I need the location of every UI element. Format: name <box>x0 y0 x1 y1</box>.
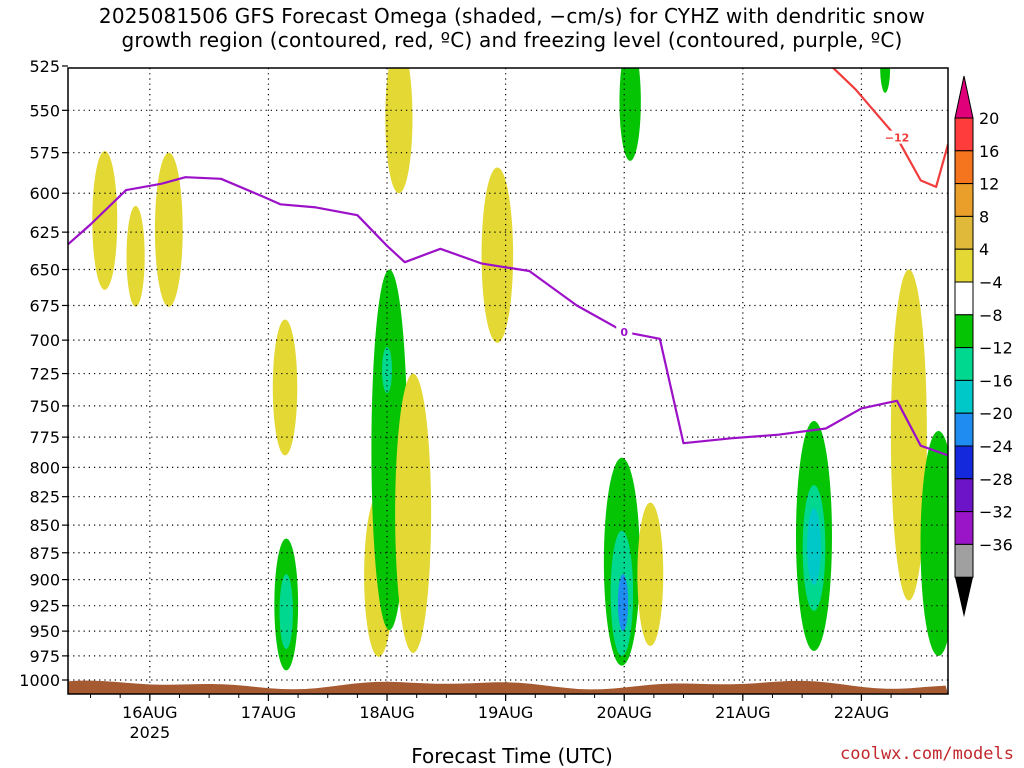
y-tick-label-800: 800 <box>29 458 60 477</box>
y-tick-label-625: 625 <box>29 223 60 242</box>
omega-region-19 <box>807 508 821 585</box>
chart-subtitle: growth region (contoured, red, ºC) and f… <box>121 28 903 52</box>
y-tick-label-875: 875 <box>29 544 60 563</box>
colorbar-label-8: −16 <box>979 371 1013 390</box>
colorbar-swatch-2 <box>954 183 974 217</box>
x-tick-label-21AUG: 21AUG <box>715 703 770 722</box>
colorbar-swatch-9 <box>954 412 974 447</box>
contour-label-bg-0 <box>616 324 633 338</box>
y-tick-label-675: 675 <box>29 296 60 315</box>
plot-border <box>67 67 949 695</box>
colorbar-label-1: 16 <box>979 142 999 161</box>
y-tick-label-525: 525 <box>29 57 60 76</box>
omega-region-2 <box>126 205 145 307</box>
colorbar-swatch-8 <box>954 379 974 414</box>
colorbar-label-13: −36 <box>979 535 1013 554</box>
colorbar-label-4: 4 <box>979 240 989 259</box>
colorbar-label-6: −8 <box>979 306 1003 325</box>
colorbar-swatch-13 <box>954 543 974 578</box>
colorbar-label-5: −4 <box>979 273 1003 292</box>
omega-region-10 <box>481 167 514 343</box>
omega-region-15 <box>637 502 664 647</box>
gridlines <box>68 68 948 694</box>
y-tick-label-1000: 1000 <box>19 671 60 690</box>
terrain-fill <box>68 680 948 694</box>
omega-region-20 <box>890 269 927 601</box>
colorbar-swatch-5 <box>954 281 974 316</box>
colorbar-swatch-10 <box>954 445 974 480</box>
colorbar-swatch-1 <box>954 150 974 185</box>
x-tick-sublabel-16AUG: 2025 <box>129 723 170 742</box>
x-axis-label: Forecast Time (UTC) <box>411 744 613 768</box>
colorbar-label-2: 12 <box>979 175 999 194</box>
y-tick-label-725: 725 <box>29 365 60 384</box>
colorbar-bottom-arrow <box>955 577 973 618</box>
y-tick-label-550: 550 <box>29 101 60 120</box>
x-tick-label-22AUG: 22AUG <box>834 703 889 722</box>
omega-region-22 <box>880 68 891 93</box>
colorbar-swatch-0 <box>954 117 974 152</box>
contour-label-1: −12 <box>885 132 910 145</box>
omega-shading <box>92 68 948 671</box>
colorbar-swatch-11 <box>954 478 974 513</box>
x-tick-label-19AUG: 19AUG <box>478 703 533 722</box>
omega-region-5 <box>279 574 293 650</box>
contour-label-0: 0 <box>620 326 628 339</box>
contour-line-0 <box>68 176 948 457</box>
colorbar: 20 16 12 8 4 −4 −8 −12 −16 −20 −24 −28 −32 −36 <box>954 75 1013 618</box>
omega-region-0 <box>154 152 183 307</box>
omega-region-3 <box>272 319 298 456</box>
y-axis-pressure: 525 550 575 600 625 650 675 700 725 750 775 800 825 8… <box>19 57 68 690</box>
colorbar-swatch-7 <box>954 347 974 381</box>
omega-region-9 <box>395 373 432 653</box>
y-tick-label-700: 700 <box>29 331 60 350</box>
colorbar-label-9: −20 <box>979 404 1013 423</box>
y-tick-label-775: 775 <box>29 428 60 447</box>
omega-region-14 <box>617 574 629 632</box>
omega-region-21 <box>920 430 948 656</box>
x-tick-label-20AUG: 20AUG <box>597 703 652 722</box>
omega-region-11 <box>385 68 413 194</box>
contour-line-1 <box>831 68 948 188</box>
colorbar-label-12: −32 <box>979 503 1013 522</box>
y-tick-label-900: 900 <box>29 571 60 590</box>
plot-frame <box>67 67 949 695</box>
colorbar-label-7: −12 <box>979 339 1013 358</box>
x-tick-label-16AUG: 16AUG <box>122 703 177 722</box>
y-tick-label-850: 850 <box>29 516 60 535</box>
omega-region-1 <box>92 151 118 290</box>
y-tick-label-600: 600 <box>29 184 60 203</box>
y-tick-label-925: 925 <box>29 597 60 616</box>
y-tick-label-650: 650 <box>29 261 60 280</box>
colorbar-label-10: −24 <box>979 437 1013 456</box>
contour-label-bg-1 <box>889 130 906 144</box>
colorbar-swatch-6 <box>954 314 974 349</box>
y-tick-label-750: 750 <box>29 397 60 416</box>
colorbar-top-arrow <box>954 75 974 119</box>
y-tick-label-575: 575 <box>29 144 60 163</box>
x-tick-label-17AUG: 17AUG <box>241 703 296 722</box>
colorbar-label-0: 20 <box>979 109 999 128</box>
omega-region-16 <box>619 68 641 161</box>
contours: 0 −12 <box>68 68 948 457</box>
y-tick-label-950: 950 <box>29 622 60 641</box>
colorbar-label-3: 8 <box>979 207 989 226</box>
colorbar-swatch-3 <box>954 215 974 250</box>
y-tick-label-825: 825 <box>29 488 60 507</box>
colorbar-swatch-4 <box>954 248 974 283</box>
colorbar-swatch-12 <box>954 511 974 545</box>
x-tick-label-18AUG: 18AUG <box>359 703 414 722</box>
colorbar-label-11: −28 <box>979 470 1013 489</box>
terrain-ground <box>68 680 948 694</box>
y-tick-label-975: 975 <box>29 647 60 666</box>
source-credit[interactable]: coolwx.com/models <box>840 744 1014 764</box>
chart-title: 2025081506 GFS Forecast Omega (shaded, −… <box>98 4 926 28</box>
